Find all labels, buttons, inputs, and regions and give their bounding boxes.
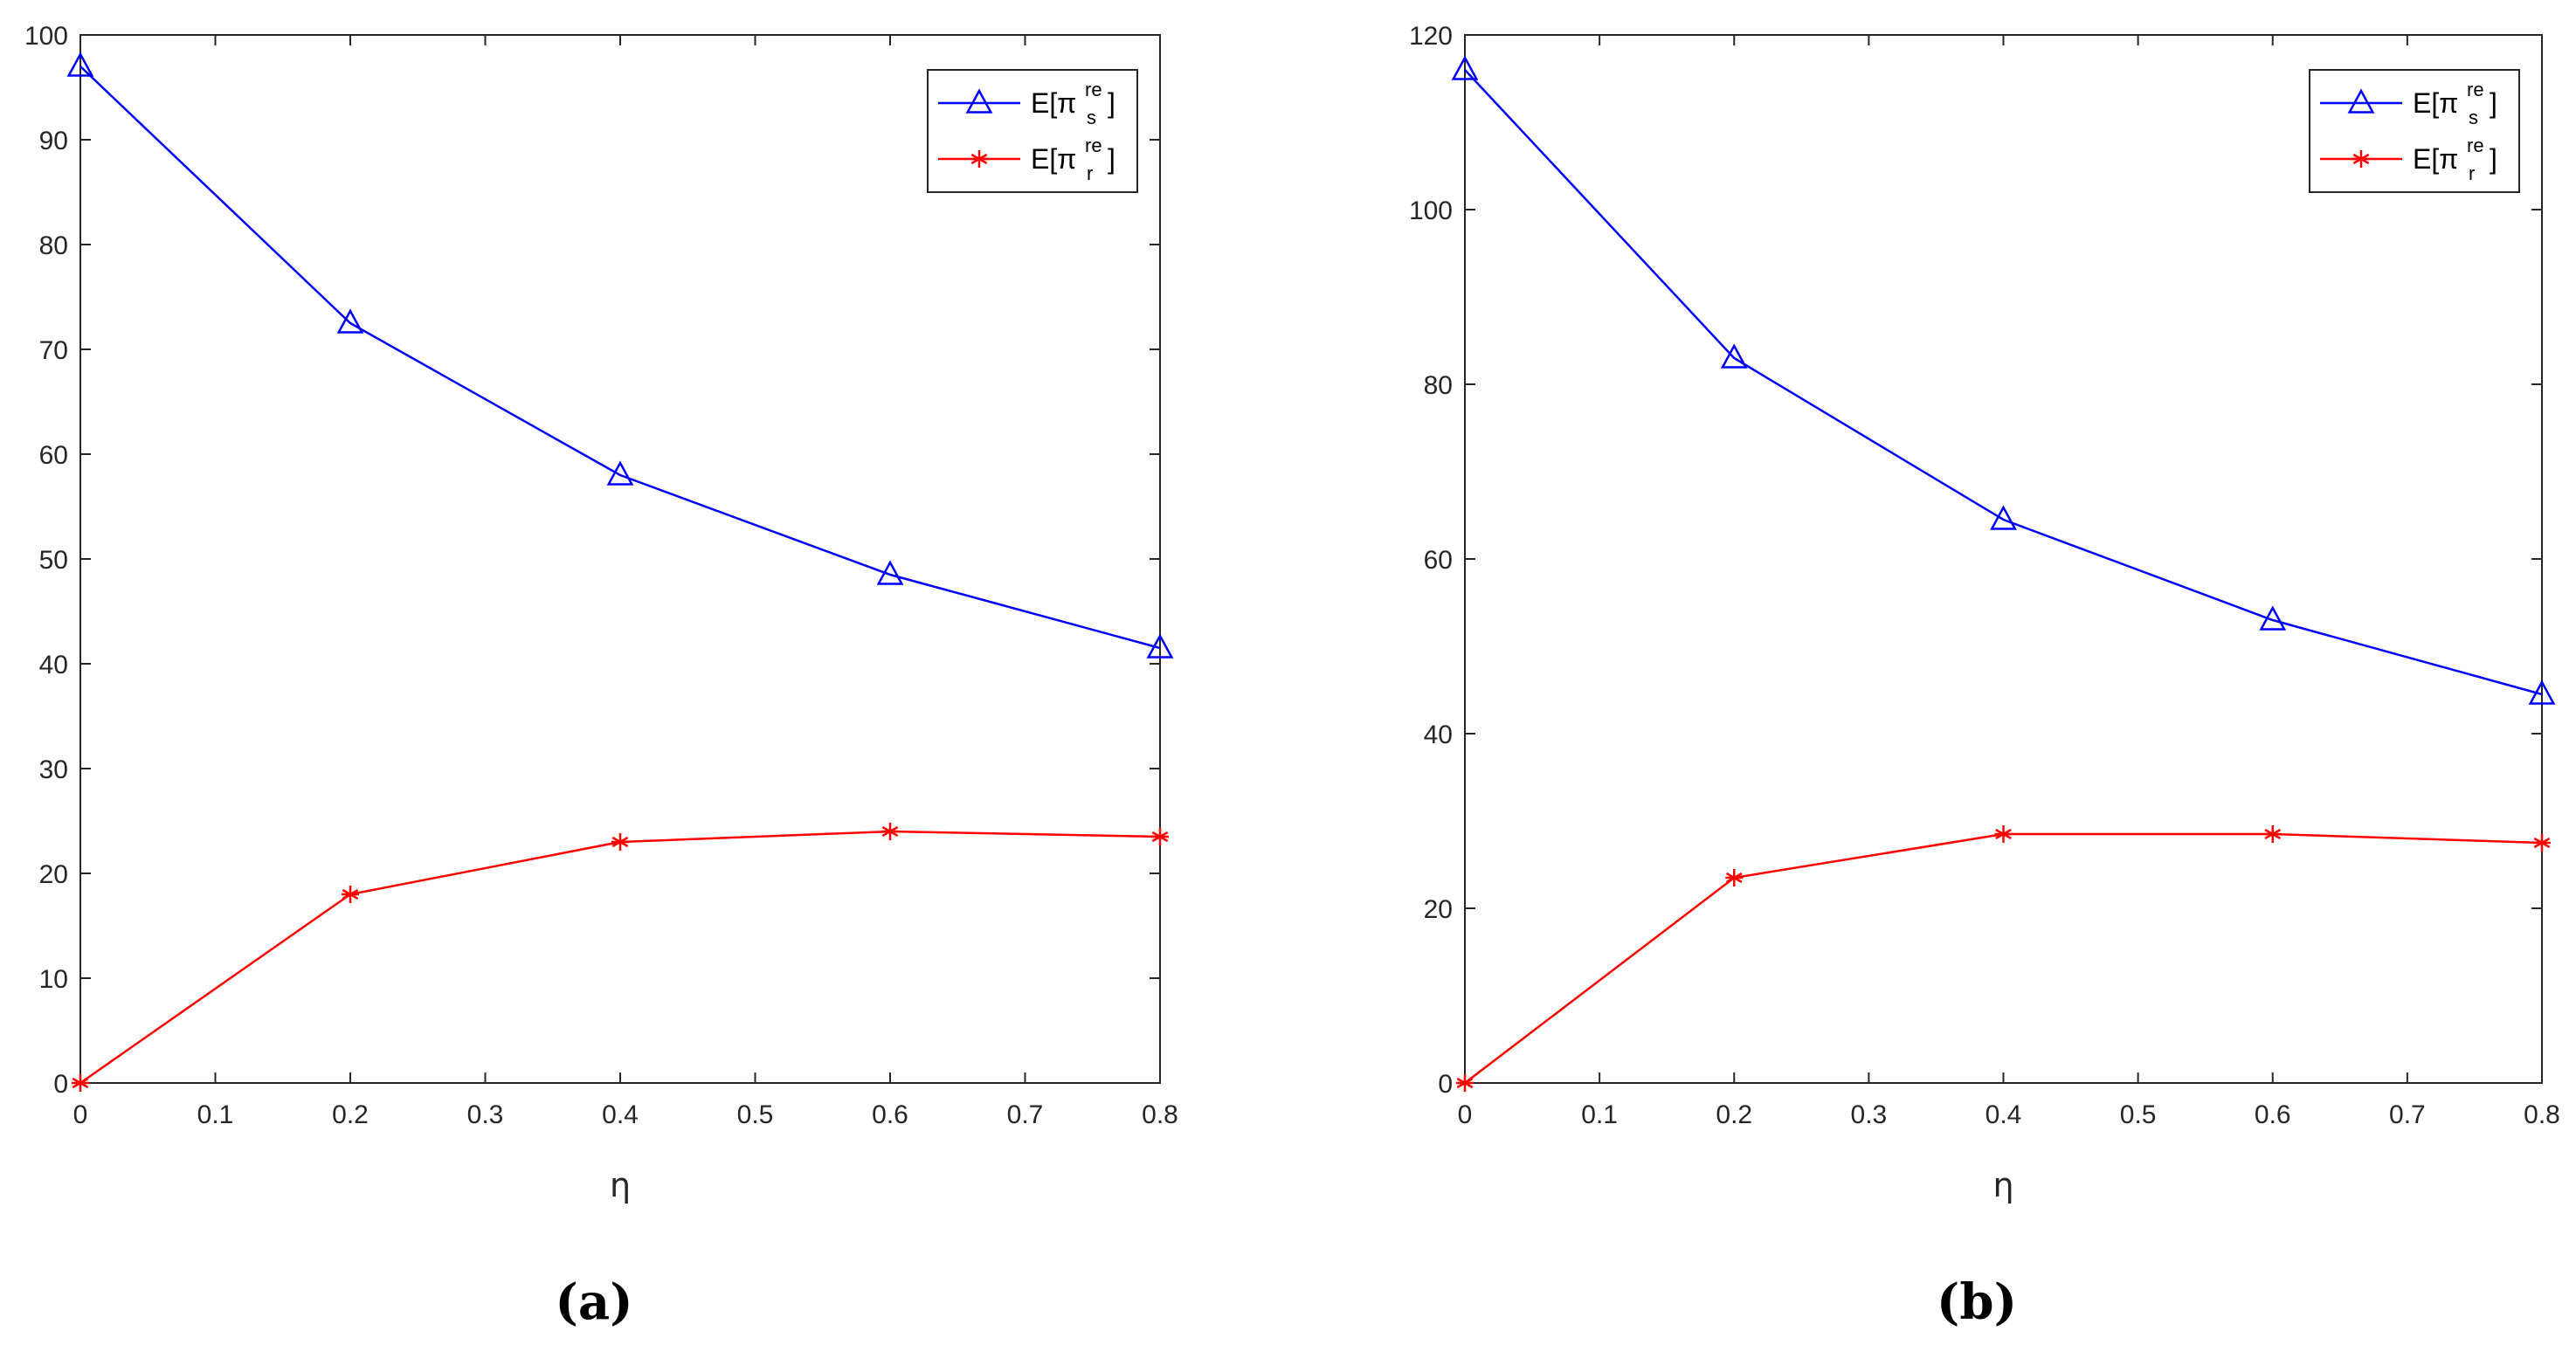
chart-a: 0 0.1 0.2 0.3 0.4 0.5 0.6 0.7 0.8 0 10 20 30 40 50 60 70… bbox=[24, 22, 1178, 1331]
y-tick-label: 40 bbox=[1424, 721, 1453, 749]
y-tick-label: 60 bbox=[1424, 546, 1453, 575]
y-tick-label: 60 bbox=[39, 441, 68, 470]
series-line-triangle bbox=[1464, 69, 2543, 696]
legend-box bbox=[2309, 69, 2520, 193]
data-point-asterisk bbox=[1994, 825, 2013, 843]
y-tick-label: 50 bbox=[39, 546, 68, 575]
x-tick-label: 0.4 bbox=[1986, 1100, 2022, 1129]
x-tick-label: 0.1 bbox=[197, 1100, 234, 1129]
x-tick-label: 0.2 bbox=[1716, 1100, 1752, 1129]
series-line-asterisk bbox=[79, 830, 1161, 1085]
x-axis-label: η bbox=[1992, 1166, 2013, 1204]
legend-label-sup: re bbox=[2467, 79, 2484, 100]
legend-item-s: E[π re s] bbox=[2320, 79, 2497, 128]
legend-label-main: E[π bbox=[2413, 87, 2458, 119]
y-tick-label: 100 bbox=[1409, 197, 1453, 225]
x-tick-label: 0.8 bbox=[1142, 1100, 1178, 1129]
legend-label-sup: re bbox=[2467, 134, 2484, 156]
data-point-triangle bbox=[336, 308, 364, 334]
data-point-triangle bbox=[1146, 633, 1174, 659]
x-tick-label: 0.7 bbox=[2389, 1100, 2426, 1129]
legend-label-sup: re bbox=[1085, 79, 1102, 100]
legend-label-sub: r bbox=[1087, 162, 1093, 184]
series-line-triangle bbox=[79, 66, 1161, 650]
series-line-asterisk bbox=[1464, 832, 2543, 1084]
x-tick-label: 0.7 bbox=[1007, 1100, 1044, 1129]
legend-item-r: E[π re r] bbox=[938, 134, 1115, 184]
data-point-asterisk bbox=[72, 1074, 89, 1092]
x-tick-label: 0.1 bbox=[1581, 1100, 1618, 1129]
y-tick-label: 20 bbox=[1424, 895, 1453, 924]
y-tick-label: 120 bbox=[1409, 22, 1453, 51]
x-tick-label: 0.6 bbox=[2255, 1100, 2291, 1129]
data-point-triangle bbox=[1990, 505, 2017, 530]
legend-label-main: E[π bbox=[2413, 143, 2458, 175]
y-tick-label: 10 bbox=[39, 965, 68, 994]
x-tick-label: 0 bbox=[73, 1100, 88, 1129]
data-point-asterisk bbox=[2533, 834, 2551, 852]
legend-label-end: ] bbox=[1108, 143, 1115, 175]
x-tick-label: 0.8 bbox=[2524, 1100, 2560, 1129]
legend-label-main: E[π bbox=[1031, 87, 1076, 119]
legend-marker bbox=[970, 150, 988, 168]
y-tick-label: 80 bbox=[1424, 371, 1453, 400]
legend: E[π re s] E[π re r] bbox=[927, 69, 1138, 193]
y-tick-label: 90 bbox=[39, 127, 68, 155]
caption: (a) bbox=[555, 1273, 632, 1331]
caption: (b) bbox=[1937, 1273, 2017, 1331]
y-tick-label: 80 bbox=[39, 231, 68, 260]
data-point-asterisk bbox=[611, 833, 629, 851]
data-point-asterisk bbox=[1151, 828, 1169, 845]
legend-box bbox=[927, 69, 1138, 193]
y-tick-label: 100 bbox=[24, 22, 68, 51]
data-point-triangle bbox=[1720, 343, 1748, 369]
legend-label-sub: s bbox=[2469, 107, 2478, 128]
legend-label-sub: s bbox=[1087, 107, 1096, 128]
x-tick-label: 0 bbox=[1458, 1100, 1473, 1129]
x-tick-label: 0.3 bbox=[467, 1100, 504, 1129]
data-point-triangle bbox=[876, 560, 904, 585]
y-tick-label: 0 bbox=[1438, 1070, 1453, 1099]
legend-label-main: E[π bbox=[1031, 143, 1076, 175]
legend-marker bbox=[965, 88, 993, 114]
data-point-asterisk bbox=[1725, 869, 1744, 886]
legend-label-sub: r bbox=[2469, 162, 2475, 184]
data-point-triangle bbox=[606, 460, 634, 486]
chart-b: 0 0.1 0.2 0.3 0.4 0.5 0.6 0.7 0.8 0 20 40 60 80 100 120… bbox=[1409, 22, 2560, 1331]
legend-item-r: E[π re r] bbox=[2320, 134, 2497, 184]
data-point-asterisk bbox=[342, 886, 359, 903]
y-tick-label: 30 bbox=[39, 755, 68, 784]
x-tick-label: 0.4 bbox=[602, 1100, 639, 1129]
data-point-asterisk bbox=[2263, 825, 2282, 843]
data-point-triangle bbox=[2259, 605, 2287, 631]
y-tick-label: 20 bbox=[39, 860, 68, 889]
legend-label-end: ] bbox=[2490, 143, 2497, 175]
legend-label-end: ] bbox=[2490, 87, 2497, 119]
legend-item-s: E[π re s] bbox=[938, 79, 1115, 128]
x-tick-label: 0.6 bbox=[872, 1100, 908, 1129]
legend: E[π re s] E[π re r] bbox=[2309, 69, 2520, 193]
x-axis-label: η bbox=[610, 1166, 631, 1204]
x-tick-label: 0.3 bbox=[1851, 1100, 1888, 1129]
data-point-triangle bbox=[2528, 679, 2556, 705]
data-point-asterisk bbox=[881, 823, 899, 840]
data-point-asterisk bbox=[1456, 1074, 1474, 1092]
x-tick-label: 0.5 bbox=[737, 1100, 774, 1129]
x-tick-label: 0.5 bbox=[2120, 1100, 2157, 1129]
y-tick-label: 70 bbox=[39, 336, 68, 365]
y-tick-label: 0 bbox=[53, 1070, 68, 1099]
x-tick-label: 0.2 bbox=[332, 1100, 369, 1129]
legend-marker bbox=[2352, 150, 2370, 168]
legend-label-sup: re bbox=[1085, 134, 1102, 156]
data-point-triangle bbox=[66, 52, 94, 77]
y-tick-label: 40 bbox=[39, 651, 68, 679]
data-point-triangle bbox=[1451, 55, 1479, 80]
legend-label-end: ] bbox=[1108, 87, 1115, 119]
legend-marker bbox=[2347, 88, 2375, 114]
